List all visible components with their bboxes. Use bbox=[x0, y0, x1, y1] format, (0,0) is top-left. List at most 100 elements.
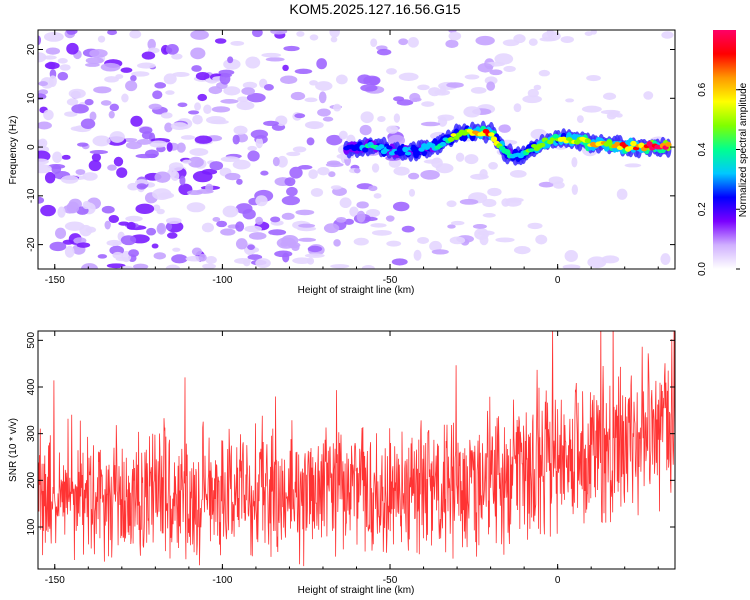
noise-patch bbox=[232, 134, 240, 145]
noise-patch bbox=[486, 81, 496, 91]
noise-patch bbox=[192, 114, 203, 125]
noise-patch bbox=[391, 258, 408, 266]
noise-patch bbox=[535, 234, 548, 245]
noise-patch bbox=[64, 245, 75, 258]
noise-patch bbox=[255, 195, 268, 207]
noise-patch bbox=[101, 205, 115, 214]
noise-patch bbox=[113, 156, 124, 167]
noise-patch bbox=[223, 86, 241, 96]
noise-patch bbox=[73, 237, 87, 245]
noise-patch bbox=[160, 112, 173, 119]
noise-patch bbox=[661, 31, 674, 39]
noise-patch bbox=[590, 30, 597, 35]
noise-patch bbox=[195, 71, 210, 81]
noise-patch bbox=[148, 103, 162, 110]
spectrogram-x-axis: -150 -100 -50 0 bbox=[45, 30, 659, 286]
noise-patch bbox=[409, 92, 421, 103]
noise-patch bbox=[235, 238, 248, 250]
noise-patch bbox=[112, 251, 124, 259]
noise-patch bbox=[602, 92, 617, 101]
noise-patch bbox=[261, 52, 282, 58]
ridge-cell bbox=[547, 139, 554, 145]
noise-patch bbox=[141, 51, 156, 60]
noise-patch bbox=[330, 36, 338, 43]
noise-patch bbox=[385, 68, 398, 75]
noise-patch bbox=[211, 106, 231, 113]
noise-patch bbox=[137, 62, 156, 69]
noise-patch bbox=[289, 166, 303, 179]
noise-patch bbox=[115, 257, 130, 262]
noise-patch bbox=[108, 215, 120, 224]
noise-patch bbox=[224, 172, 241, 181]
noise-patch bbox=[233, 125, 248, 135]
noise-patch bbox=[165, 43, 179, 55]
noise-patch bbox=[81, 263, 98, 269]
noise-patch bbox=[420, 169, 440, 180]
noise-patch bbox=[244, 225, 262, 233]
ridge-cell bbox=[665, 141, 672, 148]
noise-patch bbox=[407, 37, 419, 48]
noise-patch bbox=[280, 241, 289, 247]
noise-patch bbox=[71, 104, 89, 114]
noise-patch bbox=[246, 92, 266, 103]
noise-patch bbox=[393, 113, 401, 123]
noise-patch bbox=[292, 146, 307, 153]
noise-patch bbox=[437, 114, 455, 121]
noise-patch bbox=[488, 162, 498, 170]
noise-patch bbox=[208, 86, 223, 95]
ridge-cell bbox=[646, 141, 653, 147]
noise-patch bbox=[167, 232, 178, 239]
x-tick-label: 0 bbox=[555, 575, 561, 586]
noise-patch bbox=[109, 103, 120, 112]
noise-patch bbox=[131, 71, 150, 77]
x-tick-label: -50 bbox=[383, 275, 398, 286]
noise-patch bbox=[64, 111, 78, 117]
noise-patch bbox=[144, 149, 159, 159]
noise-patch bbox=[165, 90, 175, 95]
noise-patch bbox=[417, 84, 430, 91]
noise-patch bbox=[328, 171, 336, 178]
noise-patch bbox=[435, 163, 454, 174]
noise-patch bbox=[106, 239, 122, 247]
noise-patch bbox=[316, 58, 327, 70]
noise-patch bbox=[236, 178, 243, 185]
noise-patch bbox=[298, 223, 316, 228]
noise-patch bbox=[495, 237, 515, 243]
noise-patch bbox=[250, 129, 269, 139]
noise-patch bbox=[109, 131, 125, 143]
noise-patch bbox=[360, 111, 374, 124]
noise-patch bbox=[59, 64, 71, 71]
noise-patch bbox=[197, 93, 208, 102]
noise-patch bbox=[128, 249, 140, 257]
noise-patch bbox=[290, 91, 306, 101]
ridge-cell bbox=[404, 151, 412, 156]
noise-patch bbox=[220, 156, 240, 163]
y-tick-label: 0 bbox=[26, 144, 37, 150]
noise-patch bbox=[398, 38, 409, 46]
noise-patch bbox=[222, 205, 239, 218]
noise-patch bbox=[82, 201, 91, 210]
noise-patch bbox=[120, 67, 133, 73]
colorbar-tick-label: 0.4 bbox=[697, 142, 708, 156]
noise-patch bbox=[338, 130, 348, 140]
noise-patch bbox=[431, 249, 449, 255]
ridge-cell bbox=[616, 145, 624, 151]
noise-patch bbox=[393, 96, 405, 102]
noise-patch bbox=[212, 217, 221, 222]
noise-patch bbox=[276, 155, 288, 168]
noise-patch bbox=[66, 98, 79, 106]
noise-patch bbox=[177, 102, 188, 108]
noise-patch bbox=[268, 229, 287, 236]
noise-patch bbox=[51, 164, 62, 174]
noise-patch bbox=[245, 56, 261, 69]
noise-patch bbox=[38, 158, 49, 165]
noise-patch bbox=[89, 111, 97, 121]
noise-patch bbox=[502, 39, 520, 47]
noise-patch bbox=[84, 62, 100, 67]
noise-patch bbox=[187, 156, 204, 168]
noise-patch bbox=[38, 196, 45, 204]
noise-patch bbox=[477, 63, 494, 73]
noise-patch bbox=[108, 110, 115, 119]
noise-patch bbox=[52, 151, 63, 163]
